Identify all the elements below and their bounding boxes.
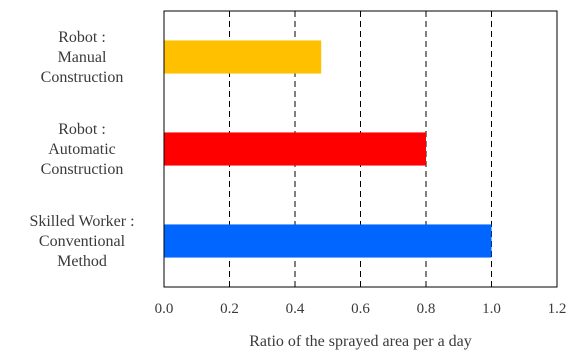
category-label-line: Automatic (48, 141, 116, 158)
x-tick-label: 0.2 (220, 301, 239, 317)
x-tick-label: 0.8 (417, 301, 436, 317)
category-labels: Robot : Manual Construction Robot : Automati… (29, 29, 134, 270)
x-tick-label: 1.2 (548, 301, 567, 317)
category-label-line: Construction (41, 161, 124, 178)
category-label-line: Robot : (58, 29, 106, 46)
bar (164, 132, 426, 166)
category-label-line: Manual (58, 49, 107, 66)
bar (164, 40, 322, 74)
bar (164, 224, 492, 258)
x-tick-labels: 0.0 0.2 0.4 0.6 0.8 1.0 1.2 (155, 301, 567, 317)
category-label-line: Robot : (58, 121, 106, 138)
category-label-line: Construction (41, 69, 124, 86)
category-label-line: Conventional (39, 233, 126, 250)
category-label-line: Skilled Worker : (29, 213, 134, 230)
category-label-line: Method (57, 253, 107, 270)
plot-frame (163, 10, 558, 288)
x-tick-label: 0.0 (155, 301, 174, 317)
x-tick-label: 0.6 (351, 301, 370, 317)
category-label: Robot : Automatic Construction (41, 121, 124, 178)
category-label: Robot : Manual Construction (41, 29, 124, 86)
category-label: Skilled Worker : Conventional Method (29, 213, 134, 270)
x-tick-label: 0.4 (286, 301, 305, 317)
bars (164, 40, 492, 258)
x-tick-label: 1.0 (482, 301, 501, 317)
x-axis-label: Ratio of the sprayed area per a day (249, 333, 472, 350)
